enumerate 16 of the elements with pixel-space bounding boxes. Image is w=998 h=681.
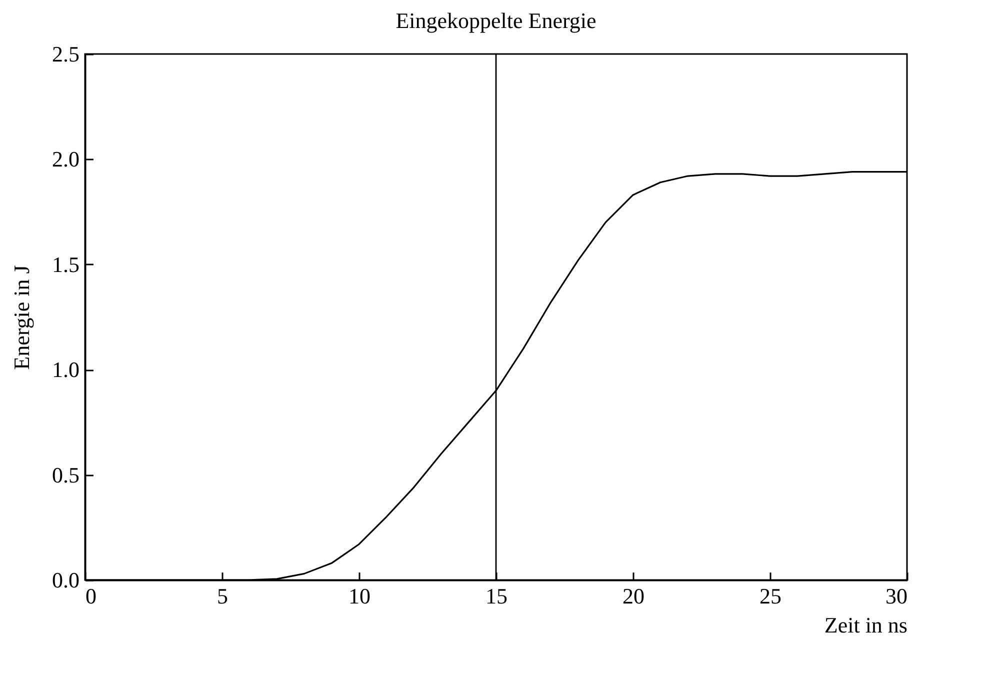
x-tick-label: 5 <box>217 584 228 608</box>
x-tick-label: 10 <box>348 584 370 608</box>
chart-title: Eingekoppelte Energie <box>396 8 596 33</box>
y-axis-title: Energie in J <box>9 264 34 370</box>
y-tick-label: 2.5 <box>52 42 80 66</box>
y-tick-label: 0.0 <box>52 568 80 592</box>
y-tick-label: 1.0 <box>52 357 80 382</box>
x-tick-label: 25 <box>760 584 782 608</box>
x-tick-label: 30 <box>886 584 908 608</box>
y-tick-label: 1.5 <box>52 252 80 277</box>
x-tick-label: 0 <box>86 584 96 608</box>
y-tick-label: 2.0 <box>52 146 80 172</box>
x-tick-label: 20 <box>622 584 644 608</box>
y-tick-label: 0.5 <box>52 462 80 488</box>
x-axis-title: Zeit in ns <box>824 612 908 638</box>
x-tick-label: 15 <box>486 584 508 608</box>
